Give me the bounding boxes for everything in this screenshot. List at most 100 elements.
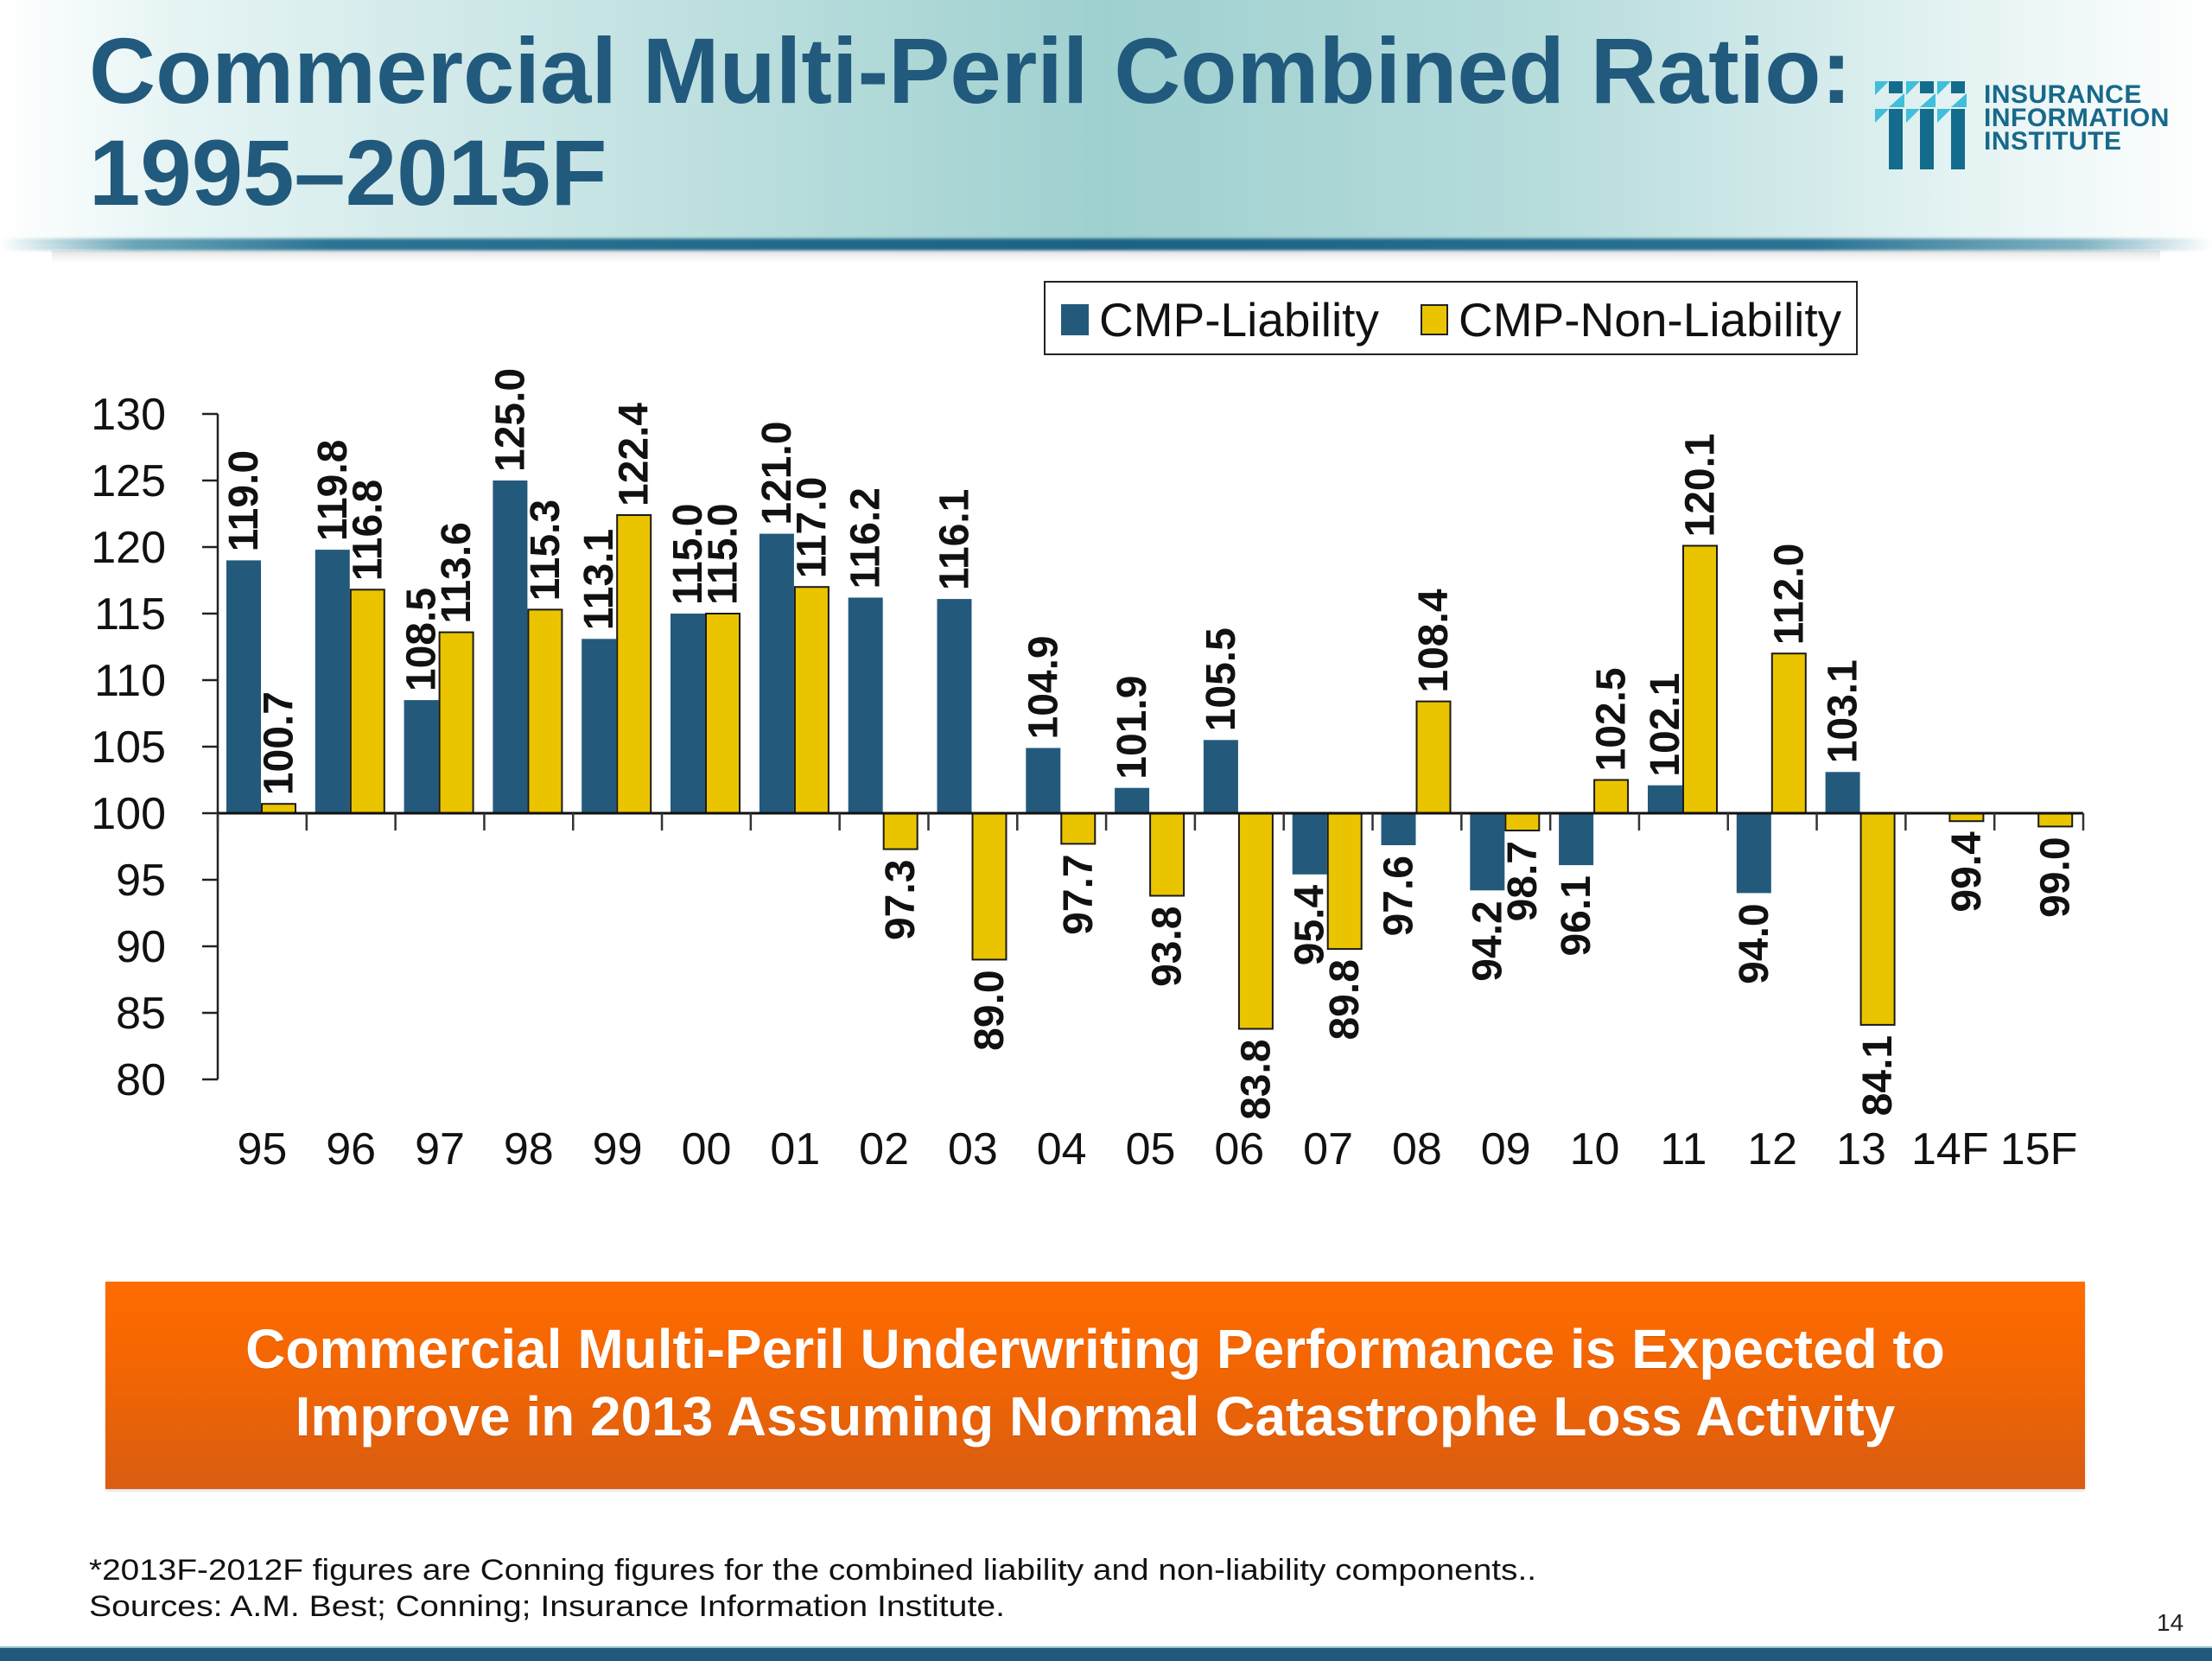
data-label: 117.0 xyxy=(789,477,835,578)
x-tick-label: 95 xyxy=(237,1124,287,1174)
logo-triangle xyxy=(1906,81,1920,95)
data-label: 115.0 xyxy=(665,504,711,605)
bar-non-liability xyxy=(616,514,652,814)
bar-liability xyxy=(1203,740,1238,813)
bar-liability xyxy=(937,599,972,813)
logo-triangle xyxy=(1875,109,1889,123)
logo-dot xyxy=(1920,81,1934,93)
bar-liability xyxy=(1381,813,1416,845)
x-tick-label: 96 xyxy=(326,1124,376,1174)
bar-liability xyxy=(1825,772,1860,813)
data-label: 108.4 xyxy=(1411,589,1457,692)
logo-triangle xyxy=(1937,81,1951,95)
legend-swatch-non-liability xyxy=(1421,304,1448,335)
data-label: 97.3 xyxy=(878,860,924,940)
chart-legend: CMP-Liability CMP-Non-Liability xyxy=(1044,281,1858,355)
x-tick-label: 09 xyxy=(1481,1124,1531,1174)
y-tick-label: 120 xyxy=(91,523,166,573)
y-tick-label: 115 xyxy=(94,589,166,640)
data-label: 113.1 xyxy=(576,529,622,630)
data-label: 97.7 xyxy=(1056,854,1102,934)
x-tick-label: 11 xyxy=(1660,1124,1707,1174)
data-label: 89.0 xyxy=(967,970,1013,1050)
legend-item-non-liability: CMP-Non-Liability xyxy=(1421,283,1841,357)
data-label: 116.2 xyxy=(843,487,889,589)
iii-logo-icon xyxy=(1875,81,1967,169)
x-tick-label: 97 xyxy=(415,1124,465,1174)
data-label: 105.5 xyxy=(1198,627,1244,731)
bar-non-liability xyxy=(1770,652,1807,815)
y-tick-label: 100 xyxy=(91,789,166,839)
x-tick-label: 00 xyxy=(682,1124,732,1174)
bar-non-liability xyxy=(527,608,563,814)
bar-liability xyxy=(493,480,528,813)
key-message-banner: Commercial Multi-Peril Underwriting Perf… xyxy=(105,1282,2085,1489)
bar-non-liability xyxy=(1149,812,1185,897)
bar-non-liability xyxy=(261,803,296,815)
header-background xyxy=(0,0,2212,244)
bar-liability xyxy=(1026,748,1061,813)
x-tick-label: 15F xyxy=(2000,1124,2078,1174)
logo-line: INSTITUTE xyxy=(1984,127,2122,156)
bar-non-liability xyxy=(1593,779,1630,814)
data-label: 115.3 xyxy=(523,500,569,601)
bar-liability xyxy=(404,700,439,813)
data-label: 98.7 xyxy=(1500,841,1546,921)
x-tick-label: 04 xyxy=(1037,1124,1087,1174)
x-tick-label: 08 xyxy=(1392,1124,1442,1174)
data-label: 102.1 xyxy=(1643,673,1688,777)
header-divider-shadow xyxy=(52,251,2160,263)
x-tick-label: 03 xyxy=(948,1124,998,1174)
bar-non-liability xyxy=(971,812,1007,961)
page-number: 14 xyxy=(2157,1609,2184,1636)
legend-label-non-liability: CMP-Non-Liability xyxy=(1459,293,1842,347)
data-label: 96.1 xyxy=(1554,875,1599,956)
bar-non-liability xyxy=(1415,700,1452,814)
bar-liability xyxy=(226,560,261,813)
banner-text-line-1: Commercial Multi-Peril Underwriting Perf… xyxy=(245,1318,1945,1380)
data-label: 115.0 xyxy=(701,504,747,605)
data-label: 101.9 xyxy=(1109,676,1155,780)
bar-non-liability xyxy=(1060,812,1096,845)
logo-line: INFORMATION xyxy=(1984,104,2170,132)
x-tick-label: 13 xyxy=(1836,1124,1886,1174)
bar-liability xyxy=(582,639,617,813)
data-label: 113.6 xyxy=(434,522,480,623)
bar-liability xyxy=(1736,813,1771,894)
bar-non-liability xyxy=(882,812,918,850)
bar-non-liability xyxy=(438,631,474,814)
data-label: 125.0 xyxy=(487,368,533,472)
logo-stem xyxy=(1951,109,1965,169)
y-tick-label: 105 xyxy=(91,722,166,773)
data-label: 112.0 xyxy=(1766,544,1812,645)
x-tick-label: 07 xyxy=(1303,1124,1353,1174)
bar-liability xyxy=(1648,785,1682,813)
footnote: *2013F-2012F figures are Conning figures… xyxy=(89,1554,1536,1587)
data-label: 99.4 xyxy=(1944,831,1990,913)
data-label: 100.7 xyxy=(257,691,302,795)
y-tick-label: 130 xyxy=(91,390,166,440)
page-title-line-2: 1995–2015F xyxy=(89,120,607,225)
y-tick-label: 110 xyxy=(94,656,166,706)
data-label: 102.5 xyxy=(1589,667,1635,771)
banner-text-line-2: Improve in 2013 Assuming Normal Catastro… xyxy=(295,1385,1896,1448)
bars-layer xyxy=(226,480,2074,1030)
data-label: 99.0 xyxy=(2033,837,2079,917)
logo-triangle xyxy=(1920,93,1936,107)
logo-wordmark: INSURANCE INFORMATION INSTITUTE xyxy=(1984,80,2170,156)
sources-note: Sources: A.M. Best; Conning; Insurance I… xyxy=(89,1590,1005,1623)
logo-dot xyxy=(1951,81,1965,93)
bar-liability xyxy=(671,614,705,813)
logo-line: INSURANCE xyxy=(1984,80,2142,109)
bar-liability xyxy=(1470,813,1505,891)
logo-dot xyxy=(1889,81,1903,93)
x-tick-label: 06 xyxy=(1214,1124,1264,1174)
page-title-line-1: Commercial Multi-Peril Combined Ratio: xyxy=(89,18,1852,123)
footer-bar xyxy=(0,1646,2212,1661)
bar-liability xyxy=(1292,813,1327,875)
logo-stem xyxy=(1920,109,1934,169)
bar-liability xyxy=(1115,787,1150,813)
header-divider xyxy=(0,239,2212,251)
